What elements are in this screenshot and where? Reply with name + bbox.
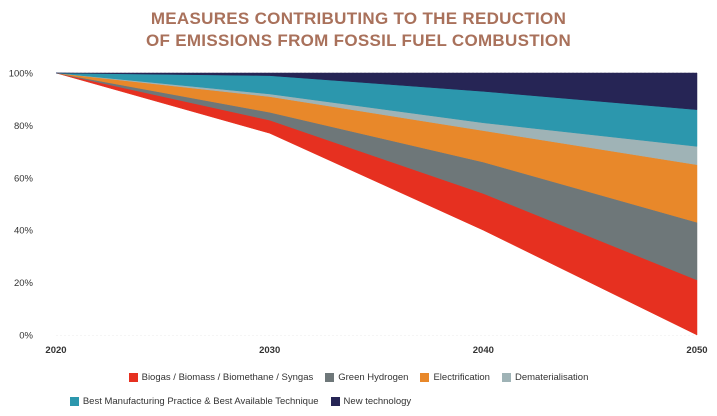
legend-swatch (330, 397, 340, 406)
x-tick-label: 2020 (45, 345, 66, 356)
y-tick-label: 20% (14, 278, 34, 289)
y-tick-label: 40% (14, 226, 34, 237)
legend-label: Electrification (433, 372, 490, 383)
x-tick-label: 2050 (686, 345, 707, 356)
chart-title: MEASURES CONTRIBUTING TO THE REDUCTION O… (0, 8, 717, 52)
legend-swatch (325, 373, 335, 382)
y-tick-label: 80% (14, 121, 34, 132)
legend-label: Best Manufacturing Practice & Best Avail… (82, 396, 319, 407)
legend-item: Dematerialisation (501, 372, 589, 383)
y-tick-label: 60% (14, 173, 34, 184)
legend-row-1: Biogas / Biomass / Biomethane / Syngas Gr… (0, 372, 717, 383)
legend-label: Green Hydrogen (338, 372, 409, 383)
legend-swatch (128, 373, 138, 382)
legend-swatch (420, 373, 430, 382)
x-tick-label: 2030 (259, 345, 280, 356)
legend-label: New technology (343, 396, 412, 407)
legend-item: Best Manufacturing Practice & Best Avail… (69, 396, 319, 407)
area-new-technology (55, 72, 698, 110)
chart-title-line-2: OF EMISSIONS FROM FOSSIL FUEL COMBUSTION (145, 31, 572, 50)
y-tick-label: 100% (9, 69, 34, 80)
legend-item: New technology (330, 396, 412, 407)
legend-row-2: Best Manufacturing Practice & Best Avail… (0, 396, 599, 407)
legend-item: Green Hydrogen (325, 372, 408, 383)
y-tick-label: 0% (19, 331, 33, 342)
legend-label: Dematerialisation (514, 372, 589, 383)
legend-swatch (501, 373, 511, 382)
legend-label: Biogas / Biomass / Biomethane / Syngas (141, 372, 314, 383)
legend-swatch (69, 397, 79, 406)
x-tick-label: 2040 (473, 345, 494, 356)
chart-title-line-1: MEASURES CONTRIBUTING TO THE REDUCTION (150, 9, 567, 28)
legend-item: Electrification (420, 372, 490, 383)
legend-item: Biogas / Biomass / Biomethane / Syngas (128, 372, 314, 383)
